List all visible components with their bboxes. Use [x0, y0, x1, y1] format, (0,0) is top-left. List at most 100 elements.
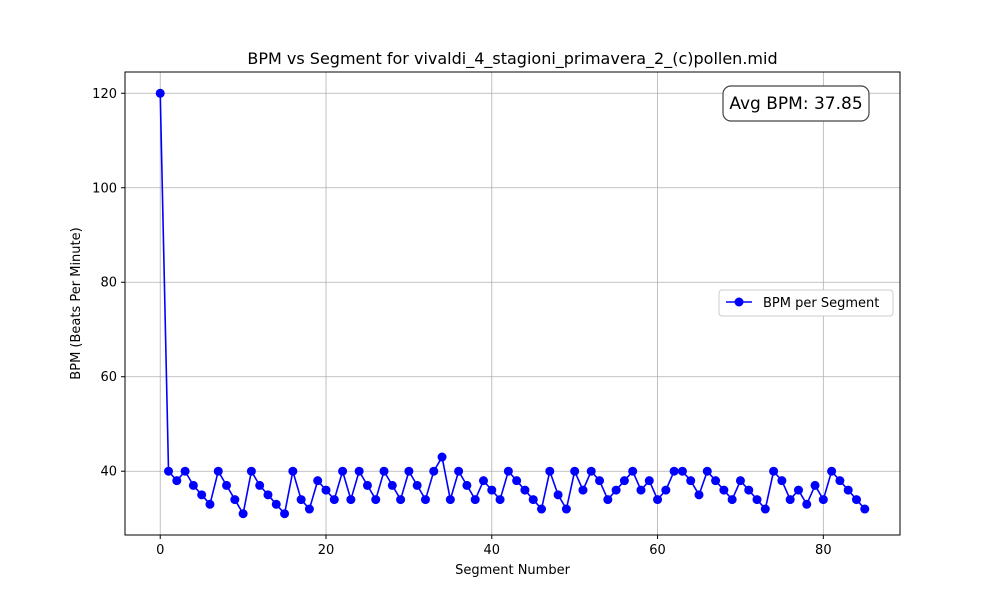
x-axis-label: Segment Number [455, 563, 571, 578]
legend-box [718, 289, 894, 317]
data-point [329, 495, 339, 505]
data-point [595, 476, 605, 486]
data-point [213, 466, 223, 476]
data-point [528, 495, 538, 505]
data-point [197, 490, 207, 500]
data-point [346, 495, 356, 505]
data-point [661, 485, 671, 495]
data-point [653, 495, 663, 505]
y-tick-label: 100 [92, 181, 117, 196]
data-point [677, 466, 687, 476]
series-bpm-per-segment [155, 88, 870, 519]
data-point [545, 466, 555, 476]
data-point [263, 490, 273, 500]
data-point [462, 480, 472, 490]
data-point [246, 466, 256, 476]
axis-ticks: 0 20 40 60 80 40 60 80 100 120 [92, 87, 831, 558]
data-point [280, 509, 290, 519]
data-point [686, 476, 696, 486]
data-point [238, 509, 248, 519]
data-point [735, 476, 745, 486]
data-point [570, 466, 580, 476]
data-point [503, 466, 513, 476]
y-tick-label: 120 [92, 87, 117, 102]
data-point [512, 476, 522, 486]
data-point [412, 480, 422, 490]
data-point [760, 504, 770, 514]
data-point [271, 499, 281, 509]
data-point [586, 466, 596, 476]
y-tick-label: 60 [100, 370, 117, 385]
chart-title: BPM vs Segment for vivaldi_4_stagioni_pr… [247, 49, 777, 69]
data-point [702, 466, 712, 476]
data-point [810, 480, 820, 490]
data-point [362, 480, 372, 490]
data-point [222, 480, 232, 490]
data-point [304, 504, 314, 514]
data-point [172, 476, 182, 486]
data-point [478, 476, 488, 486]
data-point [669, 466, 679, 476]
data-point [727, 495, 737, 505]
data-point [454, 466, 464, 476]
data-point [230, 495, 240, 505]
data-point [619, 476, 629, 486]
data-point [611, 485, 621, 495]
data-point [744, 485, 754, 495]
data-point [180, 466, 190, 476]
data-point [851, 495, 861, 505]
legend: BPM per Segment [718, 289, 894, 317]
data-point [769, 466, 779, 476]
data-point [338, 466, 348, 476]
x-tick-label: 60 [649, 543, 666, 558]
data-point [603, 495, 613, 505]
data-point [644, 476, 654, 486]
data-point [445, 495, 455, 505]
data-point [379, 466, 389, 476]
data-point [537, 504, 547, 514]
y-axis-label: BPM (Beats Per Minute) [69, 227, 84, 379]
y-tick-label: 40 [100, 465, 117, 480]
data-point [785, 495, 795, 505]
data-point [495, 495, 505, 505]
data-point [296, 495, 306, 505]
data-point [827, 466, 837, 476]
data-point [711, 476, 721, 486]
data-point [860, 504, 870, 514]
data-point [520, 485, 530, 495]
data-point [802, 499, 812, 509]
data-point [396, 495, 406, 505]
data-point [487, 485, 497, 495]
data-point [387, 480, 397, 490]
data-point [694, 490, 704, 500]
plot-area [124, 71, 901, 536]
data-point [420, 495, 430, 505]
x-tick-label: 40 [484, 543, 501, 558]
data-point [628, 466, 638, 476]
data-point [843, 485, 853, 495]
data-point [354, 466, 364, 476]
data-point [835, 476, 845, 486]
legend-label: BPM per Segment [763, 296, 879, 311]
data-point [636, 485, 646, 495]
annotation-text: Avg BPM: 37.85 [729, 94, 862, 114]
data-point [205, 499, 215, 509]
avg-annotation: Avg BPM: 37.85 [722, 85, 870, 122]
data-point [313, 476, 323, 486]
data-point [719, 485, 729, 495]
data-point [188, 480, 198, 490]
x-tick-label: 20 [318, 543, 335, 558]
data-point [777, 476, 787, 486]
x-tick-label: 80 [815, 543, 832, 558]
data-point [470, 495, 480, 505]
data-point [752, 495, 762, 505]
data-point [404, 466, 414, 476]
data-point [561, 504, 571, 514]
x-tick-label: 0 [156, 543, 164, 558]
data-point [164, 466, 174, 476]
y-tick-label: 80 [100, 276, 117, 291]
annotation-box [722, 85, 870, 122]
data-point [818, 495, 828, 505]
data-point [793, 485, 803, 495]
